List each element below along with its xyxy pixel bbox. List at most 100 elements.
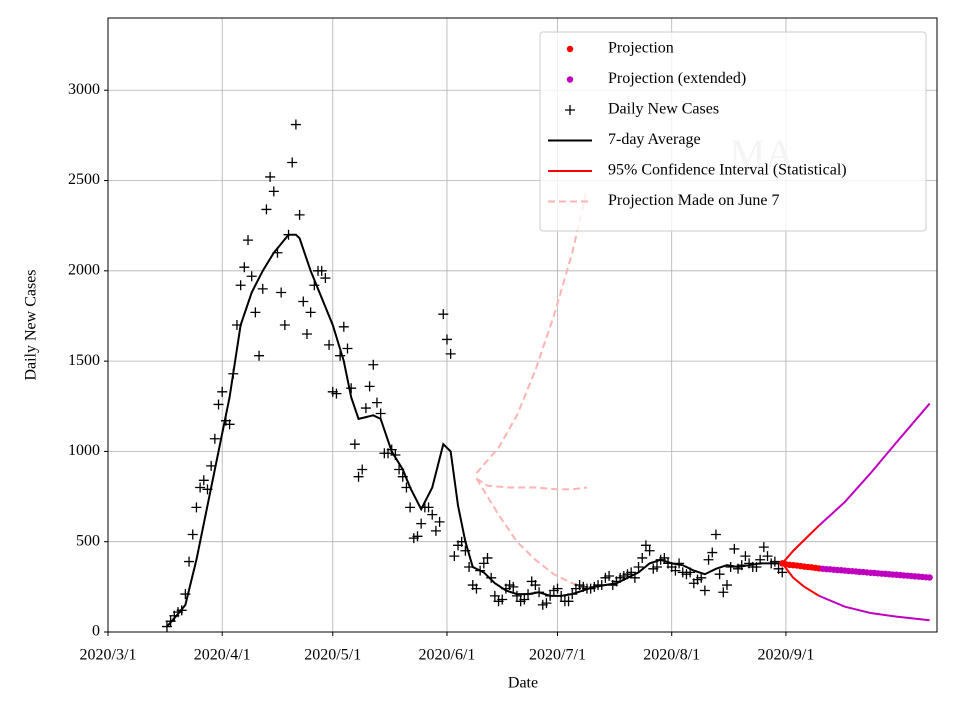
case-marker bbox=[161, 621, 172, 632]
case-marker bbox=[552, 583, 563, 594]
case-marker bbox=[478, 558, 489, 569]
case-marker bbox=[758, 542, 769, 553]
legend-marker bbox=[566, 76, 574, 83]
case-marker bbox=[243, 235, 254, 246]
case-marker bbox=[545, 590, 556, 601]
case-marker bbox=[703, 554, 714, 565]
legend-marker bbox=[566, 45, 574, 53]
case-marker bbox=[769, 556, 780, 567]
case-marker bbox=[187, 529, 198, 540]
case-marker bbox=[489, 590, 500, 601]
y-tick-label: 1500 bbox=[68, 352, 100, 369]
case-marker bbox=[644, 545, 655, 556]
case-marker bbox=[191, 502, 202, 513]
case-marker bbox=[209, 433, 220, 444]
case-marker bbox=[482, 552, 493, 563]
case-marker bbox=[287, 157, 298, 168]
case-marker bbox=[541, 598, 552, 609]
y-axis-label: Daily New Cases bbox=[23, 269, 40, 380]
x-tick-label: 2020/6/1 bbox=[419, 647, 476, 664]
case-marker bbox=[567, 589, 578, 600]
case-marker bbox=[360, 403, 371, 414]
case-marker bbox=[254, 350, 265, 361]
case-marker bbox=[301, 329, 312, 340]
case-marker bbox=[670, 565, 681, 576]
case-marker bbox=[714, 569, 725, 580]
case-marker bbox=[235, 280, 246, 291]
case-marker bbox=[320, 273, 331, 284]
case-marker bbox=[368, 359, 379, 370]
case-marker bbox=[633, 561, 644, 572]
case-marker bbox=[725, 561, 736, 572]
case-marker bbox=[626, 567, 637, 578]
legend-label: 7-day Average bbox=[608, 131, 701, 148]
case-marker bbox=[762, 551, 773, 562]
case-marker bbox=[276, 287, 287, 298]
legend-marker bbox=[565, 105, 575, 115]
case-marker bbox=[640, 540, 651, 551]
case-marker bbox=[405, 502, 416, 513]
series-line bbox=[781, 562, 820, 597]
case-marker bbox=[268, 186, 279, 197]
case-marker bbox=[416, 518, 427, 529]
case-marker bbox=[206, 460, 217, 471]
series-line bbox=[781, 524, 820, 565]
case-marker bbox=[651, 561, 662, 572]
case-marker bbox=[434, 516, 445, 527]
case-marker bbox=[696, 572, 707, 583]
case-marker bbox=[430, 525, 441, 536]
case-marker bbox=[471, 583, 482, 594]
case-marker bbox=[257, 283, 268, 294]
series-line bbox=[475, 189, 588, 474]
x-tick-label: 2020/3/1 bbox=[80, 647, 137, 664]
x-tick-label: 2020/8/1 bbox=[643, 647, 700, 664]
case-marker bbox=[486, 572, 497, 583]
case-marker bbox=[604, 571, 615, 582]
case-marker bbox=[346, 383, 357, 394]
case-marker bbox=[261, 204, 272, 215]
case-marker bbox=[298, 296, 309, 307]
case-marker bbox=[316, 265, 327, 276]
case-marker bbox=[375, 408, 386, 419]
case-marker bbox=[464, 561, 475, 572]
case-marker bbox=[224, 419, 235, 430]
case-marker bbox=[740, 551, 751, 562]
legend-box bbox=[539, 31, 927, 232]
case-marker bbox=[294, 209, 305, 220]
case-marker bbox=[629, 572, 640, 583]
case-marker bbox=[250, 307, 261, 318]
case-marker bbox=[305, 307, 316, 318]
case-marker bbox=[530, 580, 541, 591]
case-marker bbox=[438, 309, 449, 320]
case-marker bbox=[449, 551, 460, 562]
case-marker bbox=[511, 590, 522, 601]
case-marker bbox=[176, 605, 187, 616]
x-tick-label: 2020/9/1 bbox=[757, 647, 814, 664]
case-marker bbox=[390, 450, 401, 461]
case-marker bbox=[721, 580, 732, 591]
case-marker bbox=[231, 320, 242, 330]
case-marker bbox=[423, 502, 434, 513]
case-marker bbox=[412, 531, 423, 542]
series-line bbox=[818, 402, 931, 527]
case-marker bbox=[397, 471, 408, 482]
case-marker bbox=[239, 262, 250, 273]
case-marker bbox=[228, 368, 239, 379]
case-marker bbox=[394, 464, 405, 475]
case-marker bbox=[338, 321, 349, 332]
case-marker bbox=[386, 444, 397, 455]
case-marker bbox=[596, 580, 607, 591]
case-marker bbox=[335, 350, 346, 361]
case-marker bbox=[710, 529, 721, 540]
case-marker bbox=[246, 271, 257, 282]
x-tick-label: 2020/7/1 bbox=[529, 647, 586, 664]
case-marker bbox=[519, 594, 530, 605]
case-marker bbox=[279, 320, 290, 330]
case-marker bbox=[736, 560, 747, 571]
case-marker bbox=[202, 484, 213, 495]
case-marker bbox=[342, 343, 353, 354]
case-marker bbox=[165, 616, 176, 627]
case-marker bbox=[751, 561, 762, 572]
series-line bbox=[475, 477, 588, 491]
case-marker bbox=[460, 545, 471, 556]
